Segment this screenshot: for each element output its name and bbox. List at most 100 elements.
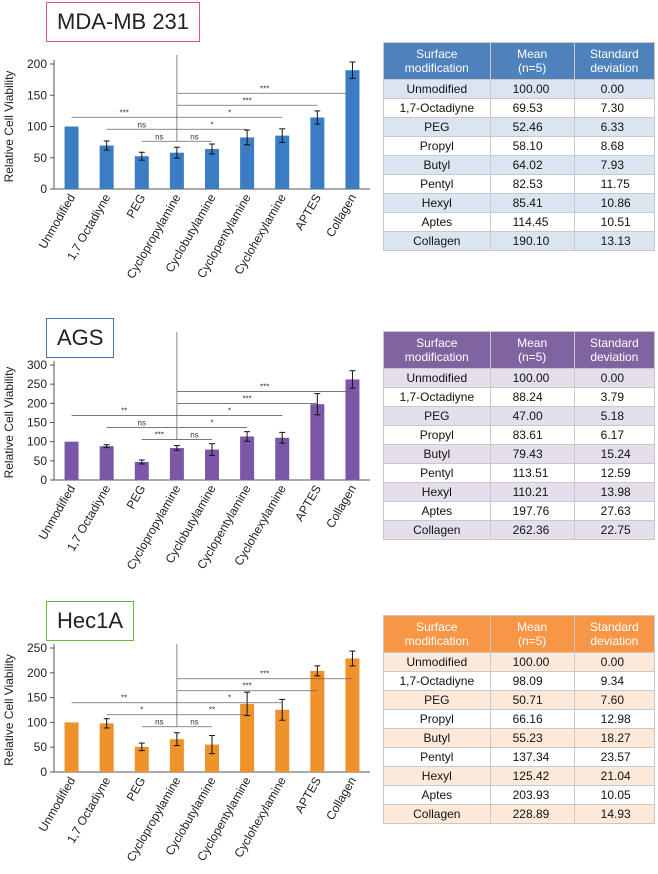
table-cell: 1,7-Octadiyne [383,671,491,691]
significance-label: ns [155,132,163,141]
table-row: Collagen 228.89 14.93 [383,804,656,824]
table-row: Butyl 79.43 15.24 [383,444,656,464]
table-cell: 11.75 [573,174,656,194]
y-tick-label: 50 [34,454,48,468]
table-row: Hexyl 85.41 10.86 [383,193,656,213]
table-row: Pentyl 137.34 23.57 [383,747,656,767]
table-cell: Collagen [383,804,491,824]
bar [240,703,255,772]
table-cell: 203.93 [489,785,575,805]
table-header-cell: Mean (n=5) [489,615,575,653]
table-cell: Unmodified [383,652,491,672]
bar [205,148,219,189]
table-cell: 114.45 [489,212,575,232]
table-cell: 69.53 [489,98,575,118]
significance-label: *** [120,108,129,117]
y-tick-label: 50 [34,151,48,165]
y-tick-label: 200 [27,396,47,410]
bar [64,722,79,772]
bar [169,152,184,189]
table-cell: Aptes [383,785,491,805]
table-row: Pentyl 82.53 11.75 [383,174,656,194]
table-row: Collagen 190.10 13.13 [383,231,656,251]
significance-label: ns [190,431,198,440]
significance-label: *** [155,431,164,440]
table-cell: Butyl [383,155,491,175]
table-cell: 98.09 [489,671,575,691]
table-row: 1,7-Octadiyne 88.24 3.79 [383,387,656,407]
table-cell: PEG [383,117,491,137]
table-cell: 66.16 [489,709,575,729]
table-row: Aptes 203.93 10.05 [383,785,656,805]
table-cell: 228.89 [489,804,575,824]
table-row: Aptes 114.45 10.51 [383,212,656,232]
significance-label: *** [242,395,251,404]
x-category-label: PEG [124,775,149,804]
table-header-cell: Standard deviation [573,615,656,653]
table-cell: Hexyl [383,193,491,213]
significance-label: * [228,407,231,416]
panel-2-chart: 0 50 100 150 200 250 300 Relative Cell Viabilit… [2,332,370,572]
table-cell: Unmodified [383,79,491,99]
table-cell: 18.27 [573,728,656,748]
y-tick-label: 0 [40,182,47,196]
table-cell: 27.63 [573,501,656,521]
x-category-label: Collagen [323,483,359,531]
y-axis-label: Relative Cell Viability [2,654,16,766]
table-row: Aptes 197.76 27.63 [383,501,656,521]
significance-label: ns [155,718,163,727]
table-cell: 0.00 [573,652,656,672]
table-cell: 14.93 [573,804,656,824]
table-cell: 100.00 [489,368,575,388]
table-cell: 52.46 [489,117,575,137]
panel-3-stats-table: Surface modification Mean (n=5) Standard devi… [383,615,656,824]
table-row: 1,7-Octadiyne 98.09 9.34 [383,671,656,691]
table-row: Hexyl 110.21 13.98 [383,482,656,502]
table-cell: 58.10 [489,136,575,156]
bar [134,461,149,480]
y-tick-label: 100 [27,120,47,134]
table-cell: 113.51 [489,463,575,483]
table-cell: 50.71 [489,690,575,710]
table-cell: Propyl [383,136,491,156]
table-cell: Butyl [383,728,491,748]
table-cell: 83.61 [489,425,575,445]
significance-label: *** [260,84,269,93]
y-tick-label: 100 [27,715,47,729]
table-row: Unmodified 100.00 0.00 [383,652,656,672]
bar [134,746,149,772]
table-cell: Butyl [383,444,491,464]
bar [99,145,114,189]
table-cell: 15.24 [573,444,656,464]
significance-label: * [210,120,213,129]
table-cell: Aptes [383,212,491,232]
significance-label: * [228,108,231,117]
bar [99,446,114,480]
bar [345,379,360,480]
table-cell: 82.53 [489,174,575,194]
bar [310,117,325,189]
table-cell: 6.33 [573,117,656,137]
table-cell: 3.79 [573,387,656,407]
significance-label: * [140,706,143,715]
significance-label: ns [138,419,146,428]
table-cell: 5.18 [573,406,656,426]
table-cell: 10.86 [573,193,656,213]
panel-1-stats-table: Surface modification Mean (n=5) Standard devi… [383,42,656,251]
table-header-cell: Mean (n=5) [489,42,575,80]
table-row: PEG 47.00 5.18 [383,406,656,426]
table-row: Unmodified 100.00 0.00 [383,79,656,99]
table-cell: 190.10 [489,231,575,251]
table-cell: 110.21 [489,482,575,502]
significance-label: ns [138,120,146,129]
table-cell: Pentyl [383,463,491,483]
table-row: Unmodified 100.00 0.00 [383,368,656,388]
significance-label: * [228,694,231,703]
bar [275,709,290,772]
table-cell: 79.43 [489,444,575,464]
y-axis-label: Relative Cell Viability [2,367,16,479]
x-category-label: APTES [292,192,324,233]
y-tick-label: 150 [27,416,47,430]
x-category-label: Collagen [323,775,359,823]
